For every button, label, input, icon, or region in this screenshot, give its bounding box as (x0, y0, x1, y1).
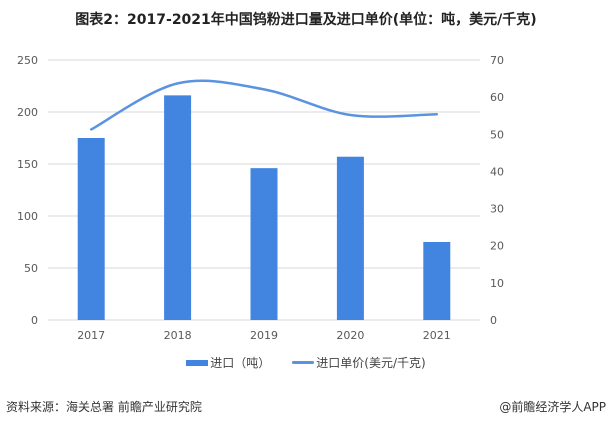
x-tick-label: 2020 (336, 329, 364, 342)
price-line (89, 79, 439, 131)
y-left-tick-label: 0 (31, 314, 38, 327)
bar-2017 (77, 138, 105, 320)
y-left-tick-label: 150 (17, 158, 38, 171)
x-tick-label: 2018 (164, 329, 192, 342)
legend-label-bar: 进口（吨） (210, 356, 271, 370)
axis-labels: 0 50 100 150 200 250 0 10 20 30 40 50 60 70 2017 2018 20… (17, 54, 504, 342)
bar-2019 (250, 168, 278, 320)
source-note: 资料来源：海关总署 前瞻产业研究院 (6, 400, 202, 414)
x-tick-label: 2019 (250, 329, 278, 342)
y-right-tick-label: 0 (490, 314, 497, 327)
x-tick-label: 2017 (77, 329, 105, 342)
y-right-tick-label: 10 (490, 277, 504, 290)
x-tick-label: 2021 (423, 329, 451, 342)
bar-2018 (164, 95, 192, 320)
y-left-tick-label: 100 (17, 210, 38, 223)
line-series (89, 79, 439, 131)
credit: @前瞻经济学人APP (499, 400, 606, 414)
legend: 进口（吨） 进口单价(美元/千克) (0, 354, 612, 371)
y-left-tick-label: 250 (17, 54, 38, 67)
legend-item-bar: 进口（吨） (186, 354, 270, 371)
y-left-tick-label: 50 (24, 262, 38, 275)
y-right-tick-label: 40 (490, 165, 504, 178)
bar-2020 (336, 156, 364, 320)
y-right-tick-label: 50 (490, 128, 504, 141)
legend-item-line: 进口单价(美元/千克) (292, 354, 426, 371)
y-right-tick-label: 60 (490, 91, 504, 104)
combo-chart: 0 50 100 150 200 250 0 10 20 30 40 50 60 70 2017 2018 20… (17, 54, 504, 342)
chart-title: 图表2：2017-2021年中国钨粉进口量及进口单价(单位：吨，美元/千克) (75, 12, 537, 28)
y-right-tick-label: 30 (490, 203, 504, 216)
bar-2021 (423, 242, 451, 320)
legend-swatch-bar (186, 359, 209, 366)
y-right-tick-label: 70 (490, 54, 504, 67)
legend-label-line: 进口单价(美元/千克) (316, 356, 426, 370)
legend-swatch-line (292, 361, 315, 364)
bars (77, 95, 451, 320)
y-right-tick-label: 20 (490, 240, 504, 253)
y-left-tick-label: 200 (17, 106, 38, 119)
